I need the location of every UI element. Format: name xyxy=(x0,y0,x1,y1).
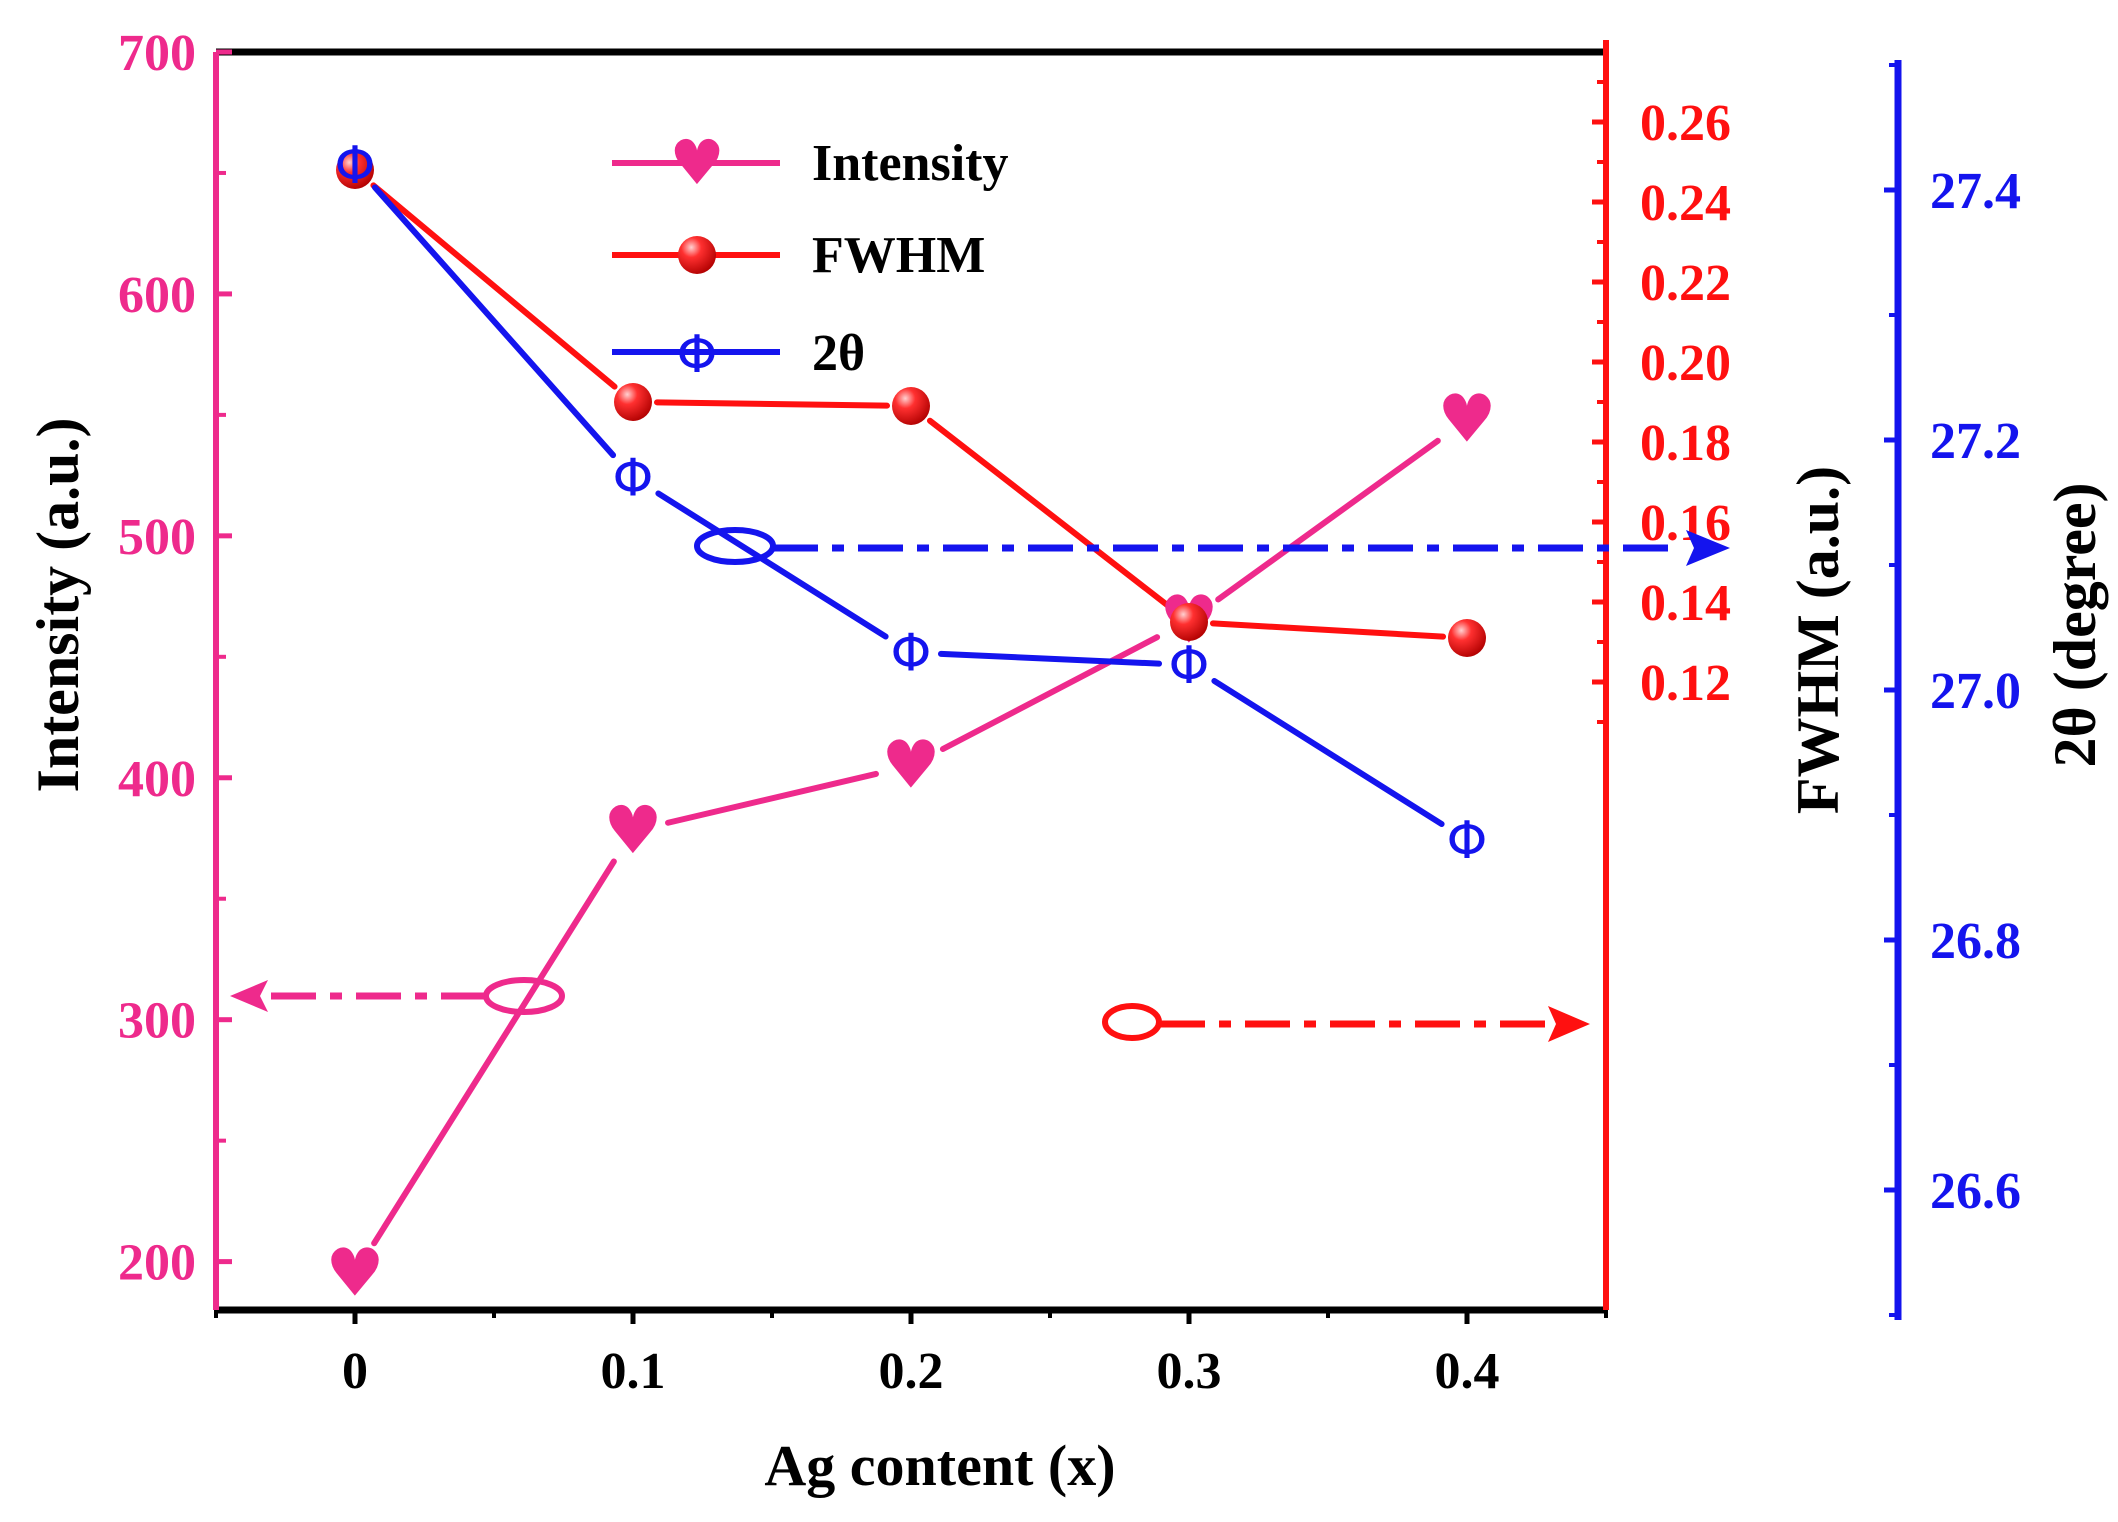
fwhm-tick-label: 0.20 xyxy=(1640,335,1731,392)
phi-icon: Φ xyxy=(1447,811,1488,871)
left-tick-label: 500 xyxy=(118,509,196,566)
left-tick-label: 200 xyxy=(118,1235,196,1292)
left-axis-title: Intensity (a.u.) xyxy=(25,417,91,792)
fwhm-tick-label: 0.14 xyxy=(1640,575,1731,632)
x-tick-label: 0.1 xyxy=(601,1343,666,1400)
series-line-2-segment xyxy=(371,184,617,459)
legend-item-two-theta: Φ 2θ xyxy=(612,325,865,385)
x-tick-label: 0.3 xyxy=(1157,1343,1222,1400)
left-tick-label: 600 xyxy=(118,267,196,324)
heart-icon: ♥ xyxy=(1437,381,1496,458)
two-theta-tick-label: 27.4 xyxy=(1930,163,2021,220)
x-tick-label: 0 xyxy=(342,1343,368,1400)
series-line-fwhm-segment xyxy=(926,417,1174,611)
fwhm-axis-indicator xyxy=(1102,1003,1590,1042)
left-tick-label: 300 xyxy=(118,993,196,1050)
series-line-fwhm-segment xyxy=(370,182,618,390)
legend-item-fwhm: FWHM xyxy=(612,227,985,284)
sphere-icon xyxy=(678,236,716,274)
series-line-intensity-segment xyxy=(1215,437,1441,603)
fwhm-tick-label: 0.22 xyxy=(1640,255,1731,312)
series-line-fwhm-segment xyxy=(653,399,891,409)
legend-label-intensity: Intensity xyxy=(812,135,1008,192)
sphere-icon xyxy=(336,151,374,189)
left-tick-label: 700 xyxy=(118,25,196,82)
phi-icon: Φ xyxy=(335,136,376,196)
sphere-icon xyxy=(614,383,652,421)
two-theta-tick-label: 27.0 xyxy=(1930,663,2021,720)
fwhm-tick-label: 0.26 xyxy=(1640,95,1731,152)
series-line-intensity-segment xyxy=(939,634,1161,753)
heart-icon: ♥ xyxy=(669,126,725,199)
legend-item-intensity: ♥ Intensity xyxy=(612,126,1008,199)
legend-label-fwhm: FWHM xyxy=(812,227,985,284)
legend: ♥ Intensity FWHM Φ 2θ xyxy=(612,126,1008,385)
series-line-2-segment xyxy=(655,490,889,640)
fwhm-tick-label: 0.12 xyxy=(1640,655,1731,712)
phi-icon: Φ xyxy=(1169,636,1210,696)
heart-icon: ♥ xyxy=(881,727,940,804)
fwhm-tick-label: 0.18 xyxy=(1640,415,1731,472)
series-line-2-segment xyxy=(1211,677,1445,828)
two-theta-axis-indicator xyxy=(694,527,1730,566)
two-theta-tick-label: 26.6 xyxy=(1930,1163,2021,1220)
phi-icon: Φ xyxy=(613,449,654,509)
x-tick-label: 0.2 xyxy=(879,1343,944,1400)
phi-icon: Φ xyxy=(891,624,932,684)
x-axis-title: Ag content (x) xyxy=(764,1433,1115,1498)
sphere-icon xyxy=(892,387,930,425)
heart-icon: ♥ xyxy=(603,792,662,869)
x-tick-label: 0.4 xyxy=(1435,1343,1500,1400)
intensity-axis-indicator xyxy=(230,977,565,1015)
two-theta-axis-title: 2θ (degree) xyxy=(2042,482,2108,767)
two-theta-tick-label: 27.2 xyxy=(1930,413,2021,470)
sphere-icon xyxy=(1448,619,1486,657)
series-line-intensity-segment xyxy=(665,770,879,826)
series-line-2-segment xyxy=(937,650,1163,667)
series-line-fwhm-segment xyxy=(1209,620,1447,640)
sphere-icon xyxy=(1170,603,1208,641)
fwhm-tick-label: 0.24 xyxy=(1640,175,1731,232)
two-theta-tick-label: 26.8 xyxy=(1930,913,2021,970)
heart-icon: ♥ xyxy=(325,1235,384,1312)
series-line-intensity-segment xyxy=(371,858,617,1247)
left-tick-label: 400 xyxy=(118,751,196,808)
legend-label-two-theta: 2θ xyxy=(812,325,865,382)
phi-icon: Φ xyxy=(677,325,718,385)
fwhm-axis-title: FWHM (a.u.) xyxy=(1785,466,1851,814)
